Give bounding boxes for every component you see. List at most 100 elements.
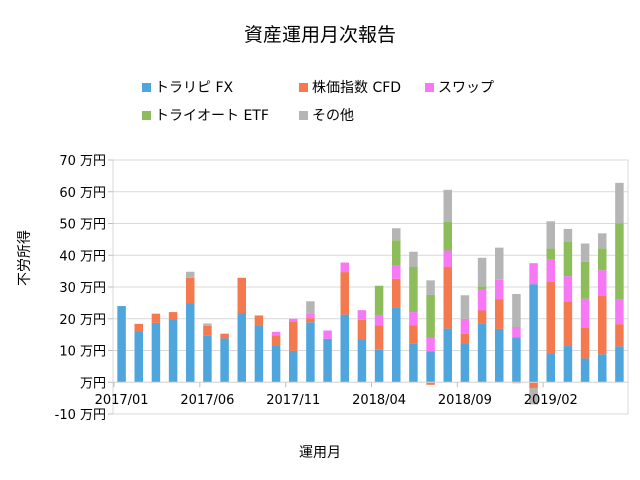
bar-segment-2017-06-s0 [203,335,212,383]
bar-segment-2018-11-s2 [495,279,504,300]
bar-segment-2019-01-s1 [529,382,538,388]
bar-segment-2017-07-s1 [220,333,229,339]
bar-segment-2017-03-s0 [151,322,161,383]
bar-segment-2018-08-s0 [443,328,452,383]
bar-segment-2018-07-s3 [426,294,435,338]
x-axis-label: 運用月 [299,445,341,461]
bar-segment-2019-05-s3 [598,248,607,271]
bar-segment-2017-09-s1 [254,315,264,326]
y-tick-label: 万円 [80,376,106,391]
bar-segment-2017-12-s4 [306,301,315,314]
legend-label: スワップ [438,80,494,96]
legend-swatch [142,82,151,92]
bar-segment-2017-06-s1 [203,325,212,336]
bar-segment-2017-11-s2 [289,318,298,322]
bar-segment-2018-02-s1 [340,272,349,315]
bar-segment-2018-05-s3 [392,240,401,266]
bar-segment-2018-06-s4 [409,251,418,267]
bar-segment-2018-05-s0 [392,307,401,383]
chart-title: 資産運用月次報告 [243,24,396,46]
y-tick-label: 20 万円 [59,313,106,328]
legend-label: 株価指数 CFD [312,80,402,96]
bar-segment-2018-06-s3 [409,266,418,313]
bar-segment-2018-03-s0 [357,339,367,383]
bar-segment-2018-10-s3 [477,286,487,290]
bar-segment-2019-06-s0 [615,346,624,383]
bar-segment-2017-12-s2 [306,313,315,319]
bar-segment-2017-06-s4 [203,323,212,326]
bar-segment-2019-05-s4 [598,233,607,249]
bar-segment-2018-07-s2 [426,337,435,352]
bar-segment-2017-11-s0 [289,350,298,383]
bar-segment-2019-06-s2 [615,299,624,325]
bar-segment-2017-12-s0 [306,322,315,383]
legend-swatch [299,82,308,92]
x-tick-label: 2018/09 [438,393,492,408]
bar-segment-2019-03-s0 [563,346,573,383]
bar-segment-2018-06-s0 [409,343,418,383]
bar-segment-2018-10-s2 [477,289,487,311]
bar-segment-2019-04-s1 [580,327,590,359]
bar-segment-2019-05-s2 [598,270,607,296]
bar-segment-2018-12-s0 [512,337,521,383]
legend-swatch [425,82,434,92]
bar-segment-2018-12-s4 [512,293,521,328]
bar-segment-2017-10-s1 [271,335,281,346]
legend-item-swap: スワップ [425,77,494,97]
y-tick-label: 30 万円 [59,281,106,296]
bar-segment-2018-03-s1 [357,319,367,340]
bar-segment-2018-04-s1 [374,325,384,350]
y-tick-label: -10 万円 [55,408,106,423]
bar-segment-2019-03-s4 [563,228,573,242]
bar-segment-2017-02-s1 [134,323,143,332]
bar-segment-2018-08-s4 [443,189,452,222]
legend-item-other: その他 [299,105,354,125]
bar-segment-2018-11-s0 [495,328,504,383]
legend-item-torarip-fx: トラリピ FX [142,77,233,97]
x-tick-label: 2017/11 [266,393,320,408]
bar-segment-2017-05-s4 [186,271,195,278]
bar-segment-2018-04-s0 [374,349,384,383]
bar-segment-2018-02-s2 [340,262,349,273]
bar-segment-2018-08-s3 [443,221,452,251]
bar-segment-2019-03-s1 [563,301,573,347]
bar-segment-2019-03-s3 [563,241,573,277]
bar-segment-2018-09-s1 [460,333,470,344]
legend-label: トラリピ FX [155,80,234,96]
bar-segment-2018-07-s1 [426,382,435,385]
bar-segment-2019-05-s0 [598,354,607,383]
bar-segment-2018-06-s1 [409,325,418,344]
bar-segment-2018-10-s0 [477,323,487,383]
bar-segment-2018-04-s2 [374,314,384,326]
bar-segment-2019-01-s0 [529,284,538,383]
y-tick-label: 10 万円 [59,345,106,360]
bar-segment-2017-03-s1 [151,313,161,323]
bar-segment-2017-09-s0 [254,325,264,383]
bar-segment-2017-04-s0 [168,319,178,383]
bar-segment-2017-11-s1 [289,321,298,351]
bar-segment-2019-05-s1 [598,295,607,355]
x-tick-label: 2017/06 [180,393,234,408]
bar-segment-2019-04-s4 [580,243,590,262]
bar-segment-2017-12-s1 [306,318,315,323]
bar-segment-2019-02-s4 [546,221,555,249]
y-tick-label: 60 万円 [59,186,106,201]
bar-segment-2018-11-s4 [495,247,504,280]
bar-segment-2017-08-s0 [237,313,246,383]
bar-segment-2019-01-s2 [529,263,538,285]
legend-item-index-cfd: 株価指数 CFD [299,77,401,97]
bar-segment-2019-02-s1 [546,281,555,354]
bar-segment-2017-01-s0 [117,306,126,383]
bar-segment-2017-05-s0 [186,303,195,383]
y-tick-label: 40 万円 [59,249,106,264]
bar-segment-2018-02-s0 [340,314,349,383]
bar-segment-2019-02-s3 [546,248,555,260]
legend-swatch [142,110,151,120]
bar-segment-2019-04-s0 [580,358,590,383]
bar-segment-2018-01-s0 [323,338,332,383]
bar-segment-2018-08-s2 [443,250,452,267]
bar-segment-2018-06-s2 [409,312,418,326]
bar-segment-2019-03-s2 [563,276,573,302]
bar-segment-2019-02-s0 [546,353,555,383]
